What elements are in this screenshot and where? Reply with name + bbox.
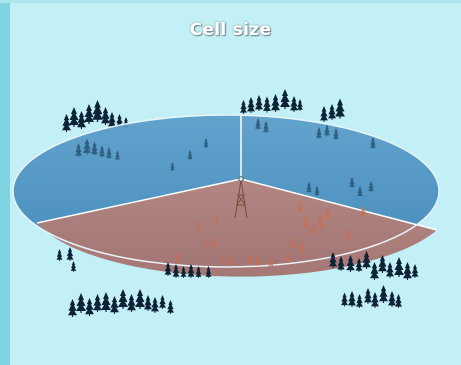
sector-red [37, 179, 437, 277]
coverage-outline [12, 114, 440, 268]
tree-cluster-icon [68, 289, 174, 317]
top-border-strip [0, 0, 461, 3]
tree-cluster-icon [320, 98, 345, 122]
antenna-tower-icon [234, 176, 248, 219]
diagram-title: Cell size [189, 20, 272, 40]
sector-divider [240, 178, 438, 231]
tree-cluster-icon [240, 89, 303, 114]
sector-divider [36, 178, 242, 224]
tree-cluster-icon [56, 247, 77, 272]
tree-cluster-icon [341, 285, 402, 308]
coverage-ellipse [12, 114, 440, 277]
left-border-strip [0, 0, 10, 365]
